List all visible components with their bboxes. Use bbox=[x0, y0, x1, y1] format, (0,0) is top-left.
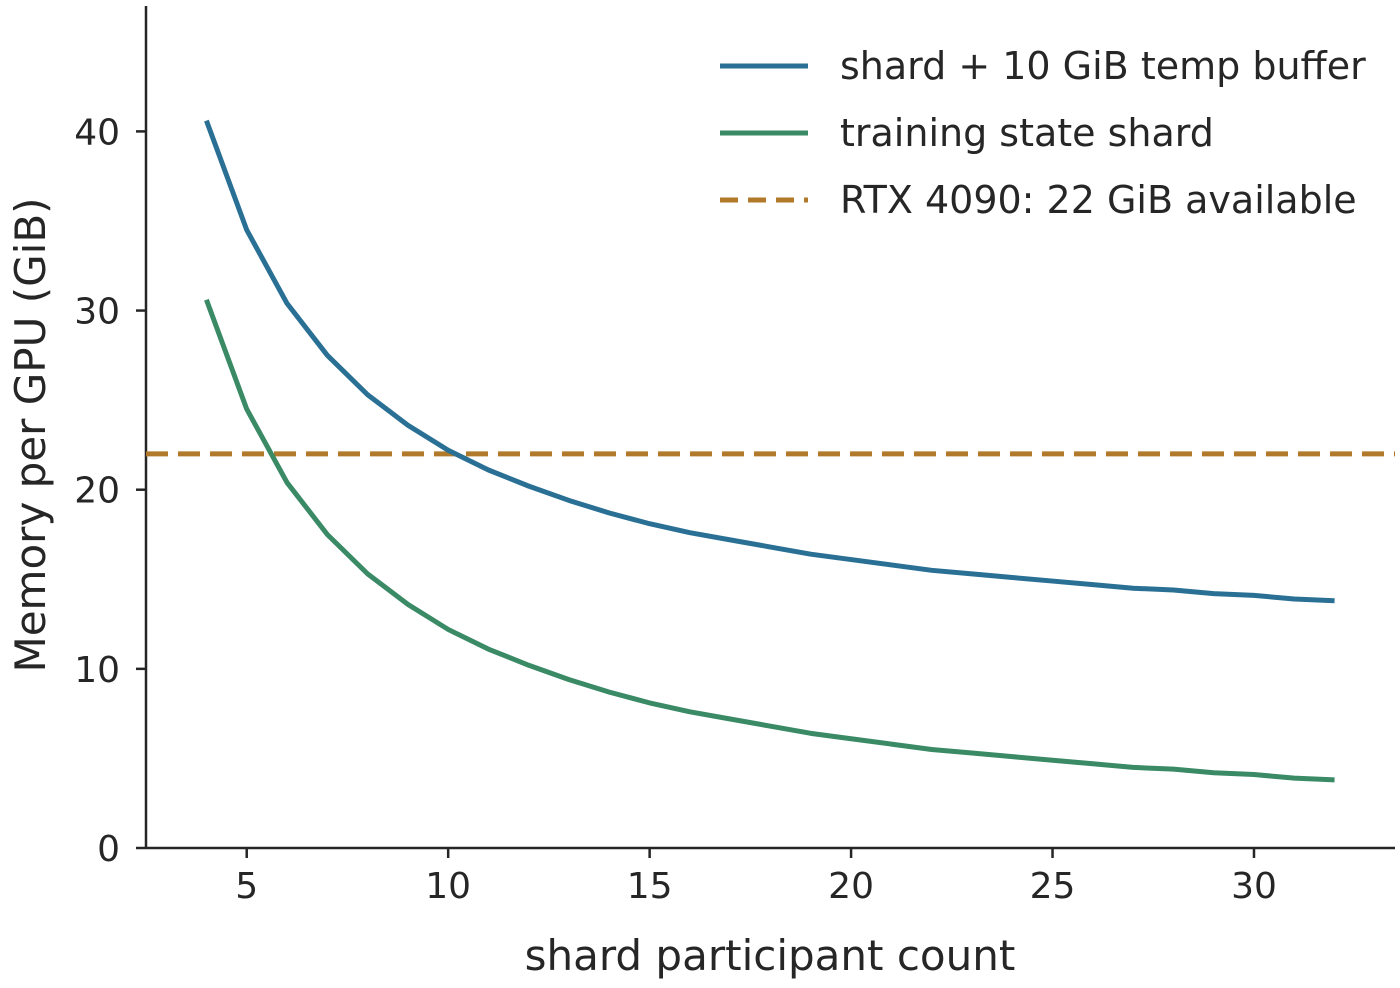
y-axis-title: Memory per GPU (GiB) bbox=[6, 197, 55, 672]
x-axis-title: shard participant count bbox=[525, 931, 1016, 980]
x-tick-label: 30 bbox=[1231, 866, 1277, 907]
y-tick-label: 30 bbox=[74, 292, 120, 333]
series-lines bbox=[204, 119, 1335, 783]
legend-label: training state shard bbox=[840, 111, 1214, 155]
series-line-1 bbox=[204, 119, 1335, 604]
legend-label: RTX 4090: 22 GiB available bbox=[840, 178, 1357, 222]
legend-label: shard + 10 GiB temp buffer bbox=[840, 44, 1366, 88]
x-tick-label: 15 bbox=[627, 866, 673, 907]
y-tick-label: 10 bbox=[74, 650, 120, 691]
x-axis-ticks: 5 10 15 20 25 30 bbox=[235, 848, 1277, 907]
x-tick-label: 25 bbox=[1030, 866, 1076, 907]
x-tick-label: 10 bbox=[425, 866, 471, 907]
y-tick-label: 20 bbox=[74, 471, 120, 512]
series-line-2 bbox=[204, 298, 1335, 783]
x-tick-label: 5 bbox=[235, 866, 258, 907]
legend: shard + 10 GiB temp buffer training state… bbox=[720, 44, 1366, 222]
y-axis-ticks: 0 10 20 30 40 bbox=[74, 112, 146, 870]
y-tick-label: 0 bbox=[97, 829, 120, 870]
x-tick-label: 20 bbox=[828, 866, 874, 907]
y-tick-label: 40 bbox=[74, 112, 120, 153]
axes bbox=[144, 6, 1395, 850]
